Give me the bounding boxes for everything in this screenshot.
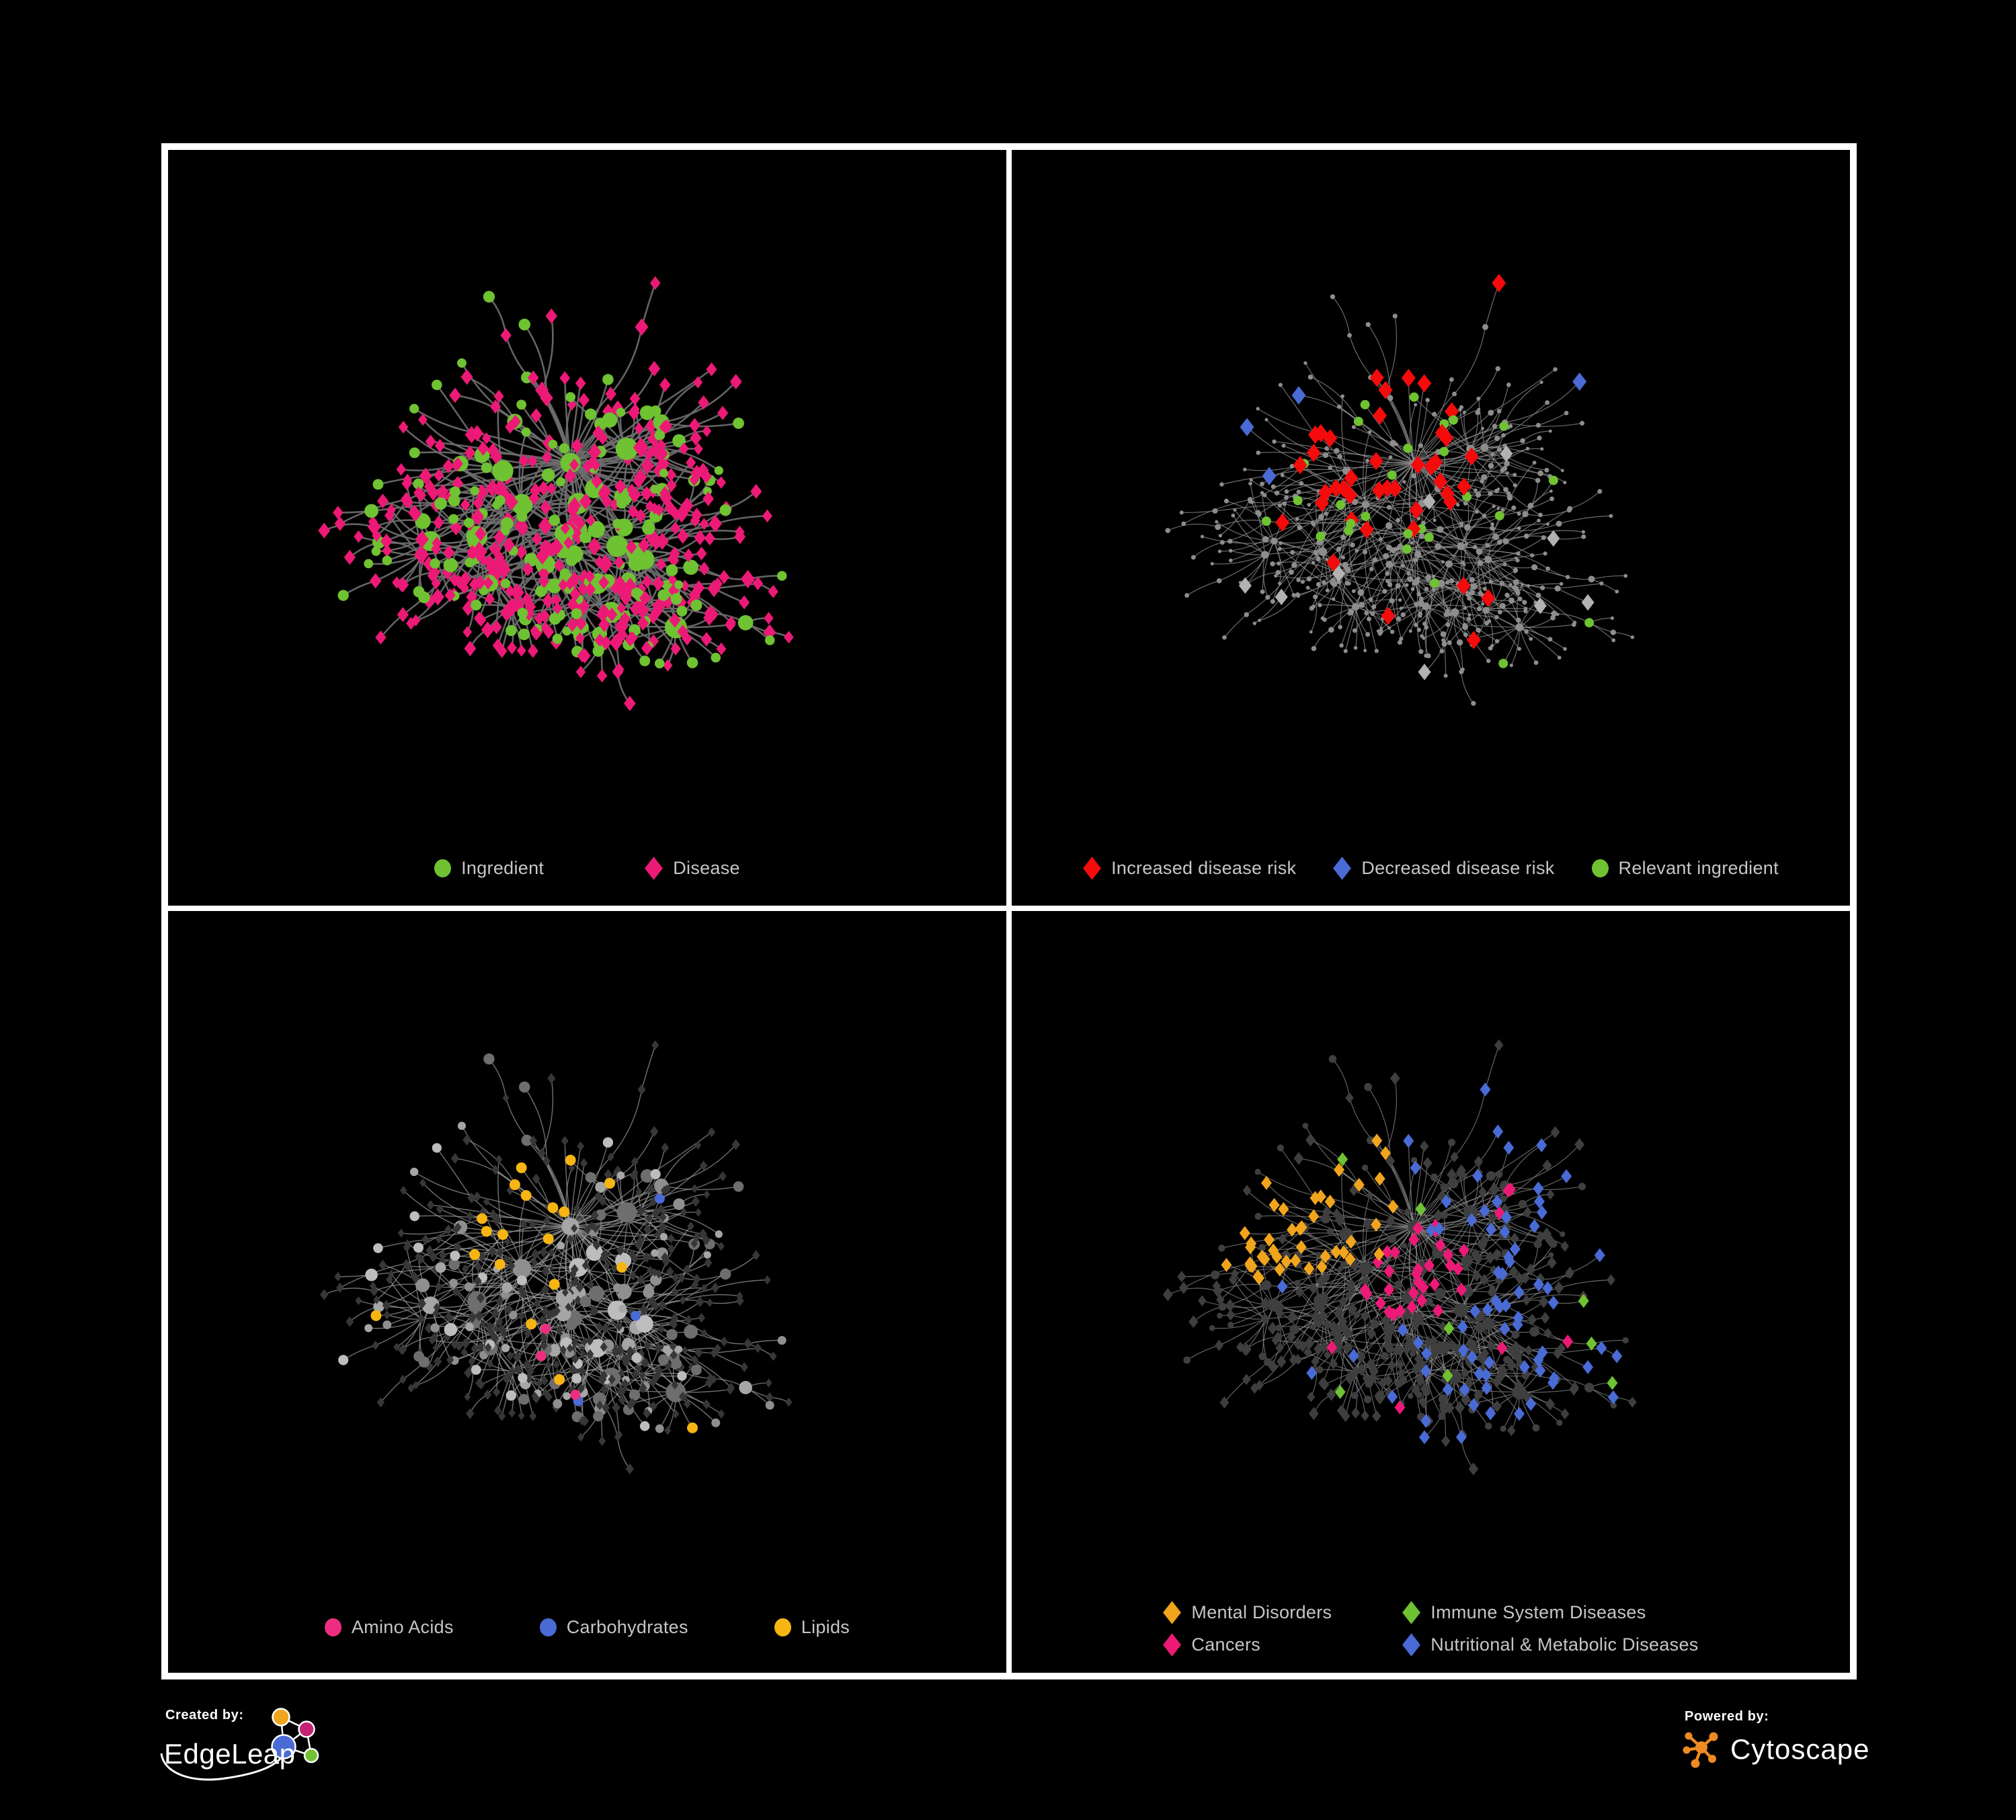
powered-by-label: Powered by: bbox=[1685, 1709, 1769, 1724]
legend-label: Lipids bbox=[801, 1617, 850, 1637]
legend-disease-classes: Mental Disorders Immune System Diseases Ca… bbox=[1012, 1601, 1850, 1657]
amino-acids-circle-marker bbox=[324, 1618, 341, 1636]
edgeleap-logo-icon bbox=[160, 1708, 319, 1781]
relevant-ingredient-circle-marker bbox=[1591, 859, 1609, 877]
panel-ingredient-disease: Ingredient Disease bbox=[168, 150, 1006, 906]
legend-item-disease: Disease bbox=[645, 857, 740, 880]
panel-grid: Ingredient Disease Increased disease risk… bbox=[161, 143, 1857, 1679]
cytoscape-logo-icon bbox=[1683, 1732, 1718, 1768]
legend-label: Mental Disorders bbox=[1191, 1602, 1332, 1622]
network-plot-macronutrients bbox=[319, 1040, 793, 1474]
cytoscape-wordmark: Cytoscape bbox=[1730, 1733, 1870, 1765]
legend-label: Decreased disease risk bbox=[1361, 858, 1555, 878]
lipids-circle-marker bbox=[774, 1618, 791, 1636]
legend-disease-risk: Increased disease risk Decreased disease … bbox=[1012, 857, 1850, 880]
legend-item-cancers: Cancers bbox=[1163, 1633, 1261, 1657]
ingredient-circle-marker bbox=[434, 859, 452, 877]
panel-disease-risk: Increased disease risk Decreased disease … bbox=[1012, 150, 1850, 906]
legend-item-relevant-ingredient: Relevant ingredient bbox=[1591, 858, 1779, 879]
legend-label: Cancers bbox=[1191, 1634, 1261, 1655]
legend-item-immune-system-diseases: Immune System Diseases bbox=[1402, 1601, 1646, 1624]
legend-item-increased-disease-risk: Increased disease risk bbox=[1083, 857, 1297, 880]
network-plot-ingredient-disease bbox=[318, 276, 794, 711]
legend-label: Immune System Diseases bbox=[1430, 1602, 1646, 1622]
legend-item-ingredient: Ingredient bbox=[434, 858, 544, 879]
nutritional-metabolic-diseases-diamond-marker bbox=[1402, 1633, 1421, 1657]
legend-item-mental-disorders: Mental Disorders bbox=[1163, 1601, 1332, 1624]
mental-disorders-diamond-marker bbox=[1163, 1601, 1182, 1624]
legend-item-amino-acids: Amino Acids bbox=[324, 1617, 454, 1638]
created-by-label: Created by: bbox=[165, 1708, 244, 1723]
legend-label: Ingredient bbox=[461, 858, 545, 878]
decreased-disease-risk-diamond-marker bbox=[1333, 857, 1352, 880]
panel-disease-classes: Mental Disorders Immune System Diseases Ca… bbox=[1012, 911, 1850, 1673]
immune-system-diseases-diamond-marker bbox=[1402, 1601, 1421, 1624]
network-plot-disease-risk bbox=[1165, 274, 1635, 706]
network-plot-disease-classes bbox=[1162, 1039, 1637, 1476]
legend-label: Relevant ingredient bbox=[1618, 858, 1779, 878]
carbohydrates-circle-marker bbox=[539, 1618, 557, 1636]
legend-label: Carbohydrates bbox=[566, 1617, 688, 1637]
legend-label: Nutritional & Metabolic Diseases bbox=[1430, 1634, 1699, 1655]
panel-macronutrients: Amino Acids Carbohydrates Lipids bbox=[168, 911, 1006, 1673]
legend-macronutrients: Amino Acids Carbohydrates Lipids bbox=[168, 1617, 1006, 1638]
cancers-diamond-marker bbox=[1163, 1633, 1182, 1657]
legend-item-nutritional-metabolic-diseases: Nutritional & Metabolic Diseases bbox=[1402, 1633, 1699, 1657]
legend-item-lipids: Lipids bbox=[774, 1617, 850, 1638]
legend-item-carbohydrates: Carbohydrates bbox=[539, 1617, 688, 1638]
legend-label: Disease bbox=[673, 858, 740, 878]
legend-label: Amino Acids bbox=[351, 1617, 454, 1637]
edgeleap-wordmark: EdgeLeap bbox=[164, 1738, 296, 1770]
legend-ingredient-disease: Ingredient Disease bbox=[168, 857, 1006, 880]
disease-diamond-marker bbox=[645, 857, 663, 880]
increased-disease-risk-diamond-marker bbox=[1083, 857, 1102, 880]
legend-item-decreased-disease-risk: Decreased disease risk bbox=[1333, 857, 1555, 880]
legend-label: Increased disease risk bbox=[1111, 858, 1297, 878]
